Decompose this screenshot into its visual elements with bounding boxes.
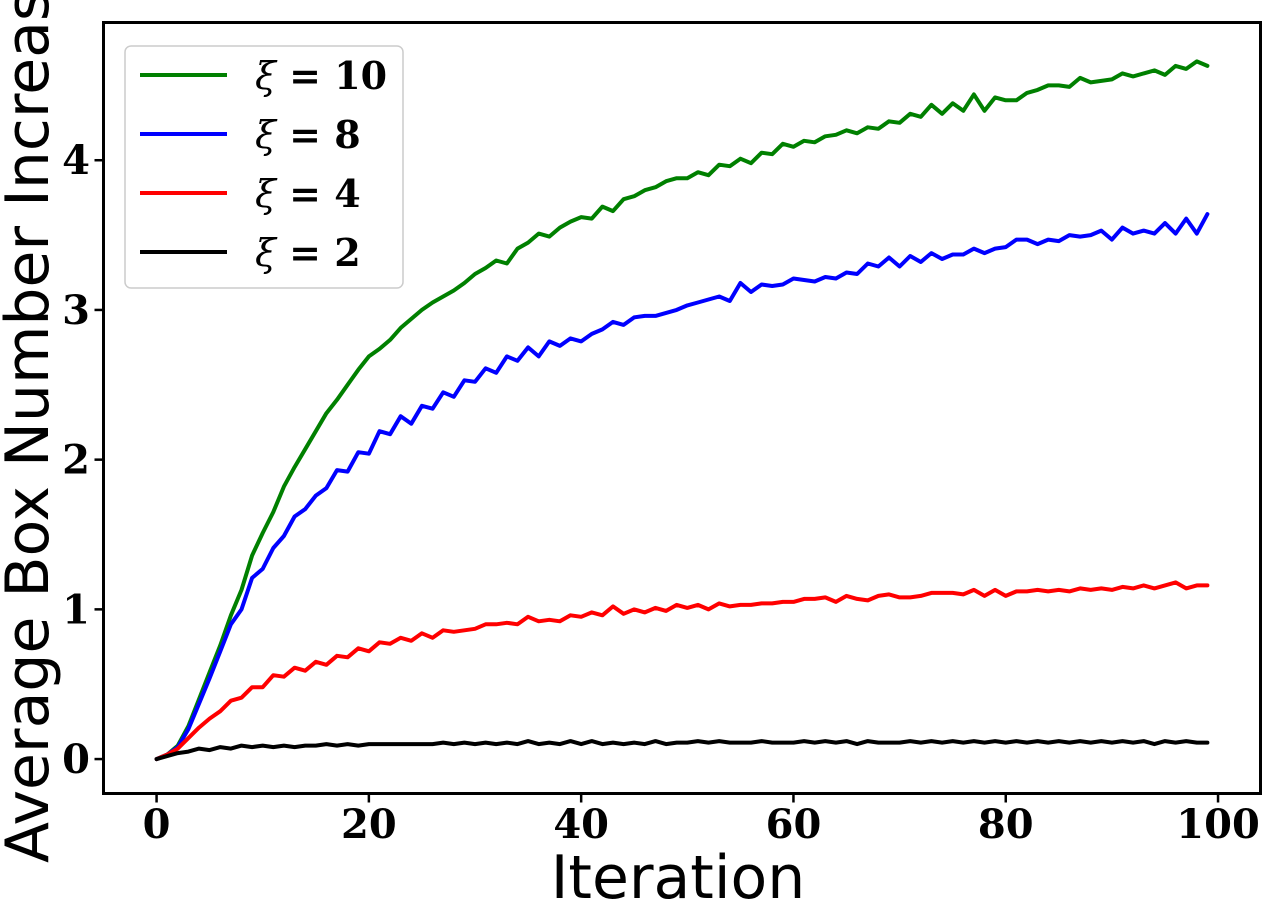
x-tick-label: 60 <box>766 801 822 848</box>
series-line-3 <box>154 739 1210 762</box>
legend-label-3: ξ = 2 <box>255 230 361 275</box>
series-layer <box>154 59 1210 762</box>
legend-label-0: ξ = 10 <box>255 53 387 98</box>
legend-label-1: ξ = 8 <box>255 112 361 157</box>
y-tick-label: 0 <box>62 736 90 783</box>
y-axis-label: Average Box Number Increase <box>0 0 63 863</box>
series-line-0 <box>154 59 1210 762</box>
x-tick-label: 100 <box>1176 801 1260 848</box>
x-tick-label: 80 <box>978 801 1034 848</box>
x-tick-label: 40 <box>553 801 609 848</box>
series-line-2 <box>154 580 1210 762</box>
y-axis-ticks: 0 1 2 3 4 <box>62 137 104 783</box>
x-tick-label: 0 <box>143 801 171 848</box>
y-tick-label: 2 <box>62 437 90 484</box>
y-tick-label: 3 <box>62 287 90 334</box>
x-tick-label: 20 <box>341 801 397 848</box>
y-tick-label: 4 <box>62 137 90 184</box>
x-axis-label: Iteration <box>551 843 806 913</box>
legend-box <box>124 45 404 289</box>
series-line-1 <box>154 212 1210 762</box>
y-tick-label: 1 <box>62 586 90 633</box>
x-axis-ticks: 0 20 40 60 80 100 <box>143 793 1260 848</box>
legend: ξ = 10 ξ = 8 ξ = 4 ξ = 2 <box>124 45 404 289</box>
plot-frame <box>102 21 1262 795</box>
legend-label-2: ξ = 4 <box>255 171 361 216</box>
